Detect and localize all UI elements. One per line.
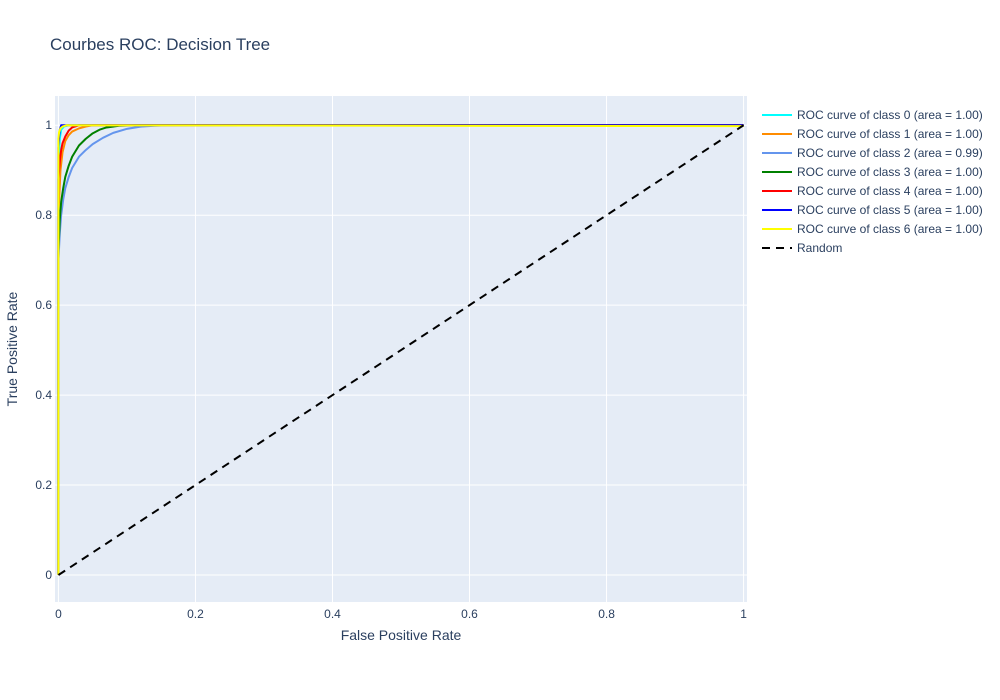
legend-item[interactable]: ROC curve of class 3 (area = 1.00) [762, 165, 983, 179]
legend-item[interactable]: ROC curve of class 2 (area = 0.99) [762, 146, 983, 160]
legend-label: ROC curve of class 3 (area = 1.00) [797, 165, 983, 179]
x-axis-title: False Positive Rate [341, 627, 462, 643]
x-tick-label: 0.2 [187, 607, 204, 621]
legend-label: Random [797, 241, 842, 255]
y-tick-label: 0.2 [35, 478, 52, 492]
legend-label: ROC curve of class 5 (area = 1.00) [797, 203, 983, 217]
series-line-2 [57, 124, 744, 576]
x-tick-label: 0.8 [598, 607, 615, 621]
y-tick-label: 0.6 [35, 298, 52, 312]
series-line-6 [57, 124, 744, 576]
legend-item[interactable]: ROC curve of class 4 (area = 1.00) [762, 184, 983, 198]
legend-label: ROC curve of class 1 (area = 1.00) [797, 127, 983, 141]
y-tick-label: 0.4 [35, 388, 52, 402]
legend-item[interactable]: ROC curve of class 0 (area = 1.00) [762, 108, 983, 122]
y-tick-label: 0.8 [35, 208, 52, 222]
curves [57, 124, 745, 576]
x-tick-label: 0 [55, 607, 62, 621]
grid [55, 96, 747, 602]
x-tick-label: 0.4 [324, 607, 341, 621]
legend-label: ROC curve of class 4 (area = 1.00) [797, 184, 983, 198]
x-tick-label: 1 [740, 607, 747, 621]
legend-item[interactable]: Random [762, 241, 842, 255]
y-tick-label: 1 [45, 118, 52, 132]
y-axis-title: True Positive Rate [4, 291, 20, 406]
y-tick-label: 0 [45, 568, 52, 582]
y-axis-ticks: 0 0.2 0.4 0.6 0.8 1 [35, 118, 52, 582]
legend-label: ROC curve of class 6 (area = 1.00) [797, 222, 983, 236]
x-axis-ticks: 0 0.2 0.4 0.6 0.8 1 [55, 607, 747, 621]
series-line-3 [57, 124, 744, 576]
legend-label: ROC curve of class 0 (area = 1.00) [797, 108, 983, 122]
chart-title: Courbes ROC: Decision Tree [50, 35, 270, 54]
legend: ROC curve of class 0 (area = 1.00) ROC cu… [762, 108, 983, 255]
legend-item[interactable]: ROC curve of class 5 (area = 1.00) [762, 203, 983, 217]
legend-item[interactable]: ROC curve of class 1 (area = 1.00) [762, 127, 983, 141]
x-tick-label: 0.6 [461, 607, 478, 621]
legend-label: ROC curve of class 2 (area = 0.99) [797, 146, 983, 160]
series-line-7 [57, 124, 745, 576]
legend-item[interactable]: ROC curve of class 6 (area = 1.00) [762, 222, 983, 236]
